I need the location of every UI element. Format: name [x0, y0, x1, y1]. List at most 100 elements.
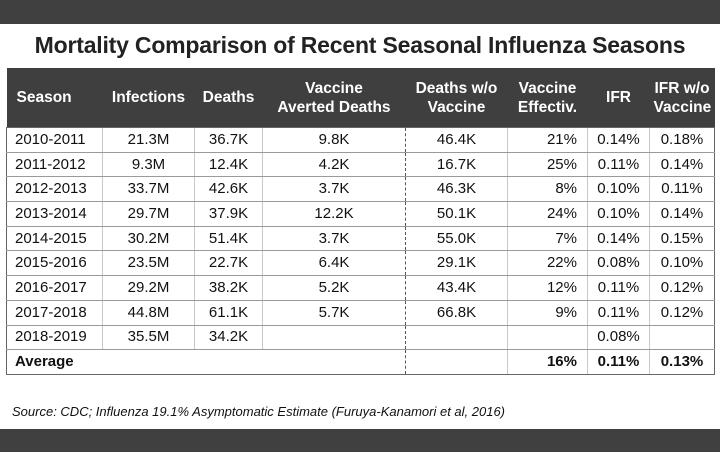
cell-vaccine-averted-deaths: 5.7K — [262, 300, 406, 326]
cell-deaths-without-vaccine: 29.1K — [405, 250, 508, 277]
cell-ifr: 0.14% — [587, 226, 650, 252]
cell-deaths-without-vaccine: 46.4K — [405, 127, 508, 153]
header-deaths-without-vaccine: Deaths w/o Vaccine — [405, 68, 508, 128]
header-eff-line1: Vaccine — [518, 79, 577, 97]
cell-deaths-without-vaccine: 55.0K — [405, 226, 508, 252]
cell-infections: 33.7M — [102, 176, 195, 203]
top-band — [0, 0, 720, 24]
cell-ifr: 0.11% — [587, 300, 650, 326]
header-averted-line2: Averted Deaths — [277, 98, 391, 116]
cell-deaths: 37.9K — [194, 201, 263, 227]
header-ifr-without-vaccine: IFR w/o Vaccine — [649, 68, 715, 128]
cell-deaths-without-vaccine: 66.8K — [405, 300, 508, 326]
header-season: Season — [6, 68, 103, 128]
cell-season: 2014-2015 — [6, 226, 103, 252]
average-vaccine-effectiveness: 16% — [507, 349, 588, 375]
average-ifr: 0.11% — [587, 349, 650, 375]
cell-vaccine-averted-deaths: 12.2K — [262, 201, 406, 227]
cell-vaccine-effectiveness: 25% — [507, 152, 588, 178]
cell-vaccine-effectiveness: 24% — [507, 201, 588, 227]
header-eff-line2: Effectiv. — [517, 98, 578, 116]
cell-infections: 29.2M — [102, 275, 195, 301]
average-deaths-without-vaccine — [405, 349, 508, 375]
cell-deaths: 61.1K — [194, 300, 263, 326]
cell-vaccine-averted-deaths: 3.7K — [262, 176, 406, 203]
cell-ifr-without-vaccine: 0.10% — [649, 250, 715, 277]
header-averted-line1: Vaccine — [305, 79, 363, 97]
cell-ifr-without-vaccine: 0.14% — [649, 201, 715, 227]
cell-infections: 9.3M — [102, 152, 195, 178]
cell-ifr: 0.11% — [587, 152, 650, 178]
cell-vaccine-averted-deaths: 9.8K — [262, 127, 406, 153]
cell-vaccine-averted-deaths: 3.7K — [262, 226, 406, 252]
header-wo-line1: Deaths w/o — [415, 79, 498, 97]
cell-season: 2018-2019 — [6, 325, 103, 351]
header-infections: Infections — [102, 68, 195, 128]
cell-season: 2015-2016 — [6, 250, 103, 277]
cell-vaccine-averted-deaths: 6.4K — [262, 250, 406, 277]
cell-vaccine-effectiveness: 22% — [507, 250, 588, 277]
header-ifrwo-line2: Vaccine — [653, 98, 712, 116]
header-ifr: IFR — [587, 68, 650, 128]
cell-vaccine-effectiveness: 8% — [507, 176, 588, 203]
average-row: Average 16% 0.11% 0.13% — [6, 349, 715, 375]
cell-infections: 21.3M — [102, 127, 195, 153]
cell-infections: 44.8M — [102, 300, 195, 326]
cell-deaths-without-vaccine: 46.3K — [405, 176, 508, 203]
cell-deaths-without-vaccine — [405, 325, 508, 351]
cell-deaths: 51.4K — [194, 226, 263, 252]
cell-ifr-without-vaccine: 0.18% — [649, 127, 715, 153]
header-vaccine-averted-deaths: Vaccine Averted Deaths — [262, 68, 406, 128]
cell-vaccine-effectiveness: 21% — [507, 127, 588, 153]
cell-ifr: 0.11% — [587, 275, 650, 301]
cell-deaths-without-vaccine: 16.7K — [405, 152, 508, 178]
cell-ifr-without-vaccine: 0.12% — [649, 275, 715, 301]
cell-season: 2016-2017 — [6, 275, 103, 301]
cell-deaths: 42.6K — [194, 176, 263, 203]
source-note: Source: CDC; Influenza 19.1% Asymptomati… — [12, 404, 506, 419]
cell-vaccine-effectiveness: 12% — [507, 275, 588, 301]
cell-deaths: 22.7K — [194, 250, 263, 277]
cell-vaccine-averted-deaths — [262, 325, 406, 351]
mortality-table: Season Infections Deaths Vaccine Averted … — [6, 68, 715, 375]
table-body: 2010-2011 21.3M 36.7K 9.8K 46.4K 21% 0.14% 0.18… — [6, 127, 715, 375]
table-row: 2016-2017 29.2M 38.2K 5.2K 43.4K 12% 0.11% 0.12… — [6, 275, 715, 301]
cell-season: 2013-2014 — [6, 201, 103, 227]
cell-ifr-without-vaccine — [649, 325, 715, 351]
cell-vaccine-averted-deaths: 4.2K — [262, 152, 406, 178]
table-row: 2012-2013 33.7M 42.6K 3.7K 46.3K 8% 0.10% 0.11% — [6, 176, 715, 203]
cell-ifr: 0.10% — [587, 176, 650, 203]
table-row: 2013-2014 29.7M 37.9K 12.2K 50.1K 24% 0.10% 0.1… — [6, 201, 715, 227]
cell-ifr-without-vaccine: 0.15% — [649, 226, 715, 252]
cell-ifr-without-vaccine: 0.14% — [649, 152, 715, 178]
cell-infections: 23.5M — [102, 250, 195, 277]
cell-vaccine-effectiveness: 9% — [507, 300, 588, 326]
cell-deaths: 12.4K — [194, 152, 263, 178]
table-row: 2018-2019 35.5M 34.2K 0.08% — [6, 325, 715, 351]
cell-ifr-without-vaccine: 0.11% — [649, 176, 715, 203]
page-title: Mortality Comparison of Recent Seasonal … — [34, 32, 686, 58]
cell-vaccine-averted-deaths: 5.2K — [262, 275, 406, 301]
cell-season: 2012-2013 — [6, 176, 103, 203]
cell-ifr: 0.08% — [587, 250, 650, 277]
cell-vaccine-effectiveness — [507, 325, 588, 351]
table-row: 2014-2015 30.2M 51.4K 3.7K 55.0K 7% 0.14% 0.15% — [6, 226, 715, 252]
header-ifrwo-line1: IFR w/o — [654, 79, 710, 97]
bottom-band — [0, 429, 720, 452]
cell-ifr: 0.08% — [587, 325, 650, 351]
cell-ifr: 0.14% — [587, 127, 650, 153]
header-row: Season Infections Deaths Vaccine Averted … — [6, 68, 715, 128]
cell-infections: 35.5M — [102, 325, 195, 351]
cell-ifr-without-vaccine: 0.12% — [649, 300, 715, 326]
average-label: Average — [6, 349, 406, 375]
header-wo-line2: Vaccine — [427, 98, 486, 116]
cell-season: 2011-2012 — [6, 152, 103, 178]
cell-deaths-without-vaccine: 50.1K — [405, 201, 508, 227]
cell-infections: 30.2M — [102, 226, 195, 252]
table-row: 2010-2011 21.3M 36.7K 9.8K 46.4K 21% 0.14% 0.18… — [6, 127, 715, 153]
cell-deaths: 34.2K — [194, 325, 263, 351]
average-ifr-without-vaccine: 0.13% — [649, 349, 715, 375]
header-vaccine-effectiveness: Vaccine Effectiv. — [507, 68, 588, 128]
cell-season: 2010-2011 — [6, 127, 103, 153]
table-row: 2011-2012 9.3M 12.4K 4.2K 16.7K 25% 0.11% 0.14% — [6, 152, 715, 178]
